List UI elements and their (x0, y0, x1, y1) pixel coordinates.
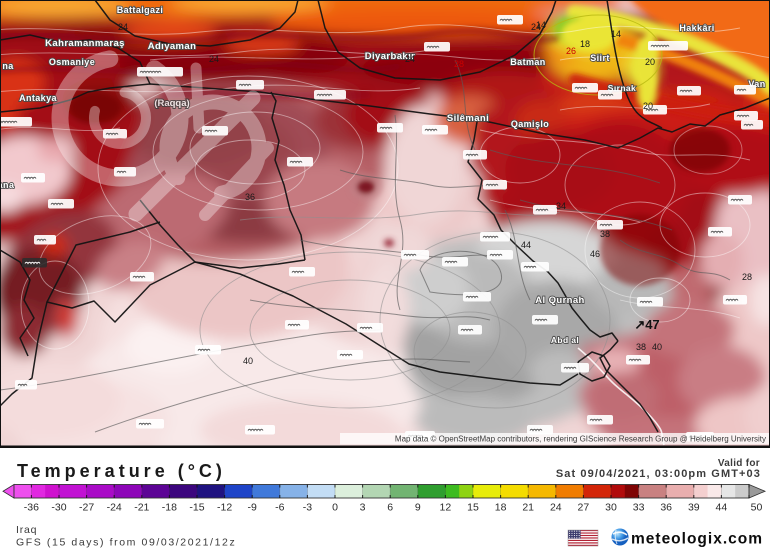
svg-text:24: 24 (550, 502, 562, 514)
svg-text:27: 27 (578, 502, 590, 514)
svg-text:Adıyaman: Adıyaman (148, 41, 197, 52)
svg-text:Battalgazi: Battalgazi (117, 5, 164, 15)
svg-text:0: 0 (332, 502, 338, 514)
svg-text:36: 36 (660, 502, 672, 514)
svg-text:-6: -6 (275, 502, 284, 514)
svg-text:26: 26 (566, 46, 576, 56)
svg-text:46: 46 (590, 249, 600, 259)
svg-text:Batman: Batman (510, 57, 545, 67)
svg-text:38: 38 (636, 342, 646, 352)
svg-text:Hakkâri: Hakkâri (679, 23, 714, 33)
svg-text:24: 24 (531, 22, 541, 32)
svg-text:(Raqqa): (Raqqa) (154, 98, 189, 109)
svg-text:21: 21 (522, 502, 534, 514)
svg-text:38: 38 (600, 229, 610, 239)
svg-text:Diyarbakır: Diyarbakır (365, 51, 415, 62)
svg-text:24: 24 (405, 54, 415, 64)
svg-text:Siirt: Siirt (590, 53, 610, 63)
svg-text:Al Qurnah: Al Qurnah (535, 295, 585, 306)
svg-text:Iraq: Iraq (16, 524, 37, 536)
svg-text:Şırnak: Şırnak (608, 83, 636, 93)
svg-text:12: 12 (440, 502, 452, 514)
svg-text:28: 28 (742, 272, 752, 282)
svg-text:Sat 09/04/2021, 03:00pm GMT+03: Sat 09/04/2021, 03:00pm GMT+03 (556, 468, 761, 480)
svg-text:Antakya: Antakya (19, 93, 57, 103)
svg-text:-36: -36 (24, 502, 39, 514)
svg-text:24: 24 (209, 54, 219, 64)
svg-text:50: 50 (751, 502, 763, 514)
svg-text:3: 3 (360, 502, 366, 514)
svg-text:Silêmani: Silêmani (447, 113, 489, 124)
svg-text:14: 14 (536, 20, 546, 30)
svg-text:Van: Van (748, 79, 765, 89)
svg-text:Valid for: Valid for (718, 458, 760, 469)
svg-text:15: 15 (467, 502, 479, 514)
svg-text:40: 40 (243, 356, 253, 366)
svg-text:-18: -18 (162, 502, 177, 514)
svg-text:-30: -30 (51, 502, 66, 514)
svg-text:Map data © OpenStreetMap contr: Map data © OpenStreetMap contributors, r… (395, 435, 766, 444)
svg-text:-24: -24 (107, 502, 122, 514)
svg-text:ana: ana (0, 180, 15, 190)
svg-text:44: 44 (716, 502, 728, 514)
svg-text:Temperature (°C): Temperature (°C) (17, 461, 226, 481)
svg-text:-21: -21 (134, 502, 149, 514)
svg-text:-3: -3 (303, 502, 312, 514)
svg-text:34: 34 (556, 201, 566, 211)
svg-text:↗47: ↗47 (634, 317, 659, 332)
svg-text:-27: -27 (79, 502, 94, 514)
svg-text:40: 40 (652, 342, 662, 352)
svg-text:9: 9 (415, 502, 421, 514)
svg-text:GFS (15 days) from 09/03/2021: GFS (15 days) from 09/03/2021/12z (16, 537, 236, 549)
svg-text:Kahramanmaraş: Kahramanmaraş (45, 38, 125, 49)
svg-text:-15: -15 (189, 502, 204, 514)
svg-text:39: 39 (688, 502, 700, 514)
svg-text:-12: -12 (217, 502, 232, 514)
svg-text:Abd al: Abd al (551, 335, 579, 345)
svg-text:24: 24 (118, 22, 128, 32)
svg-text:14: 14 (611, 29, 621, 39)
svg-text:-9: -9 (248, 502, 257, 514)
svg-text:meteologix.com: meteologix.com (631, 531, 763, 548)
svg-text:18: 18 (495, 502, 507, 514)
svg-text:Osmaniye: Osmaniye (49, 57, 95, 67)
svg-text:Qamişlo: Qamişlo (511, 119, 549, 129)
svg-text:18: 18 (580, 39, 590, 49)
svg-text:44: 44 (521, 240, 531, 250)
svg-text:na: na (2, 61, 14, 71)
svg-text:20: 20 (645, 57, 655, 67)
svg-text:36: 36 (245, 192, 255, 202)
svg-text:28: 28 (454, 59, 464, 69)
svg-text:20: 20 (643, 101, 653, 111)
svg-text:33: 33 (633, 502, 645, 514)
svg-text:6: 6 (387, 502, 393, 514)
svg-text:30: 30 (605, 502, 617, 514)
